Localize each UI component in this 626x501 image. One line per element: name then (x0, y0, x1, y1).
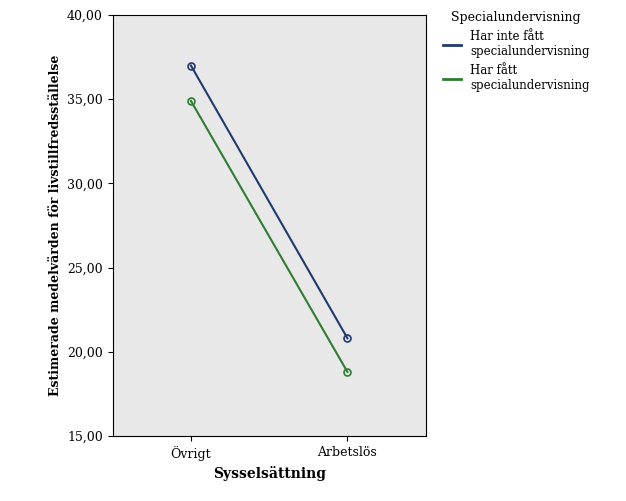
Y-axis label: Estimerade medelvärden för livstillfredsställelse: Estimerade medelvärden för livstillfreds… (49, 55, 61, 396)
X-axis label: Sysselsättning: Sysselsättning (213, 466, 326, 481)
Legend: Har inte fått
specialundervisning, Har fått
specialundervisning: Har inte fått specialundervisning, Har f… (438, 7, 594, 97)
